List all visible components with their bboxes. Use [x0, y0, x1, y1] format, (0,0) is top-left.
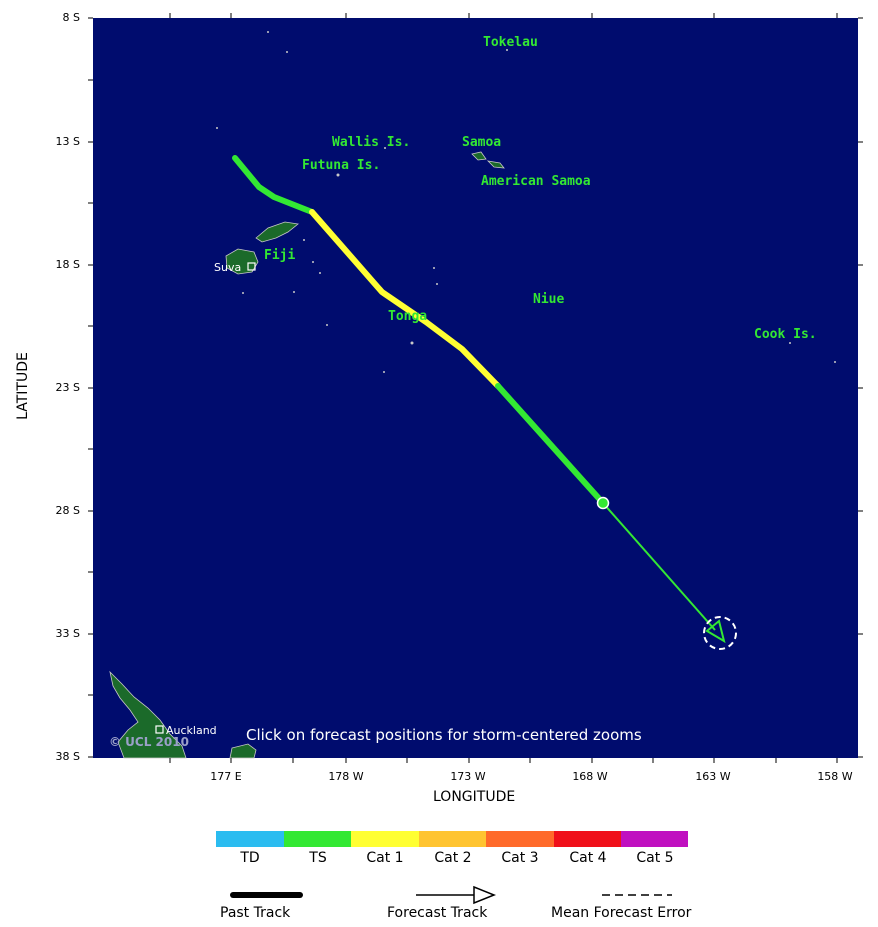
click-hint: Click on forecast positions for storm-ce… [246, 726, 642, 744]
legend-label-td: TD [240, 850, 260, 866]
island-dot [303, 239, 305, 241]
label-niue: Niue [533, 292, 564, 307]
mean-error-key-label: Mean Forecast Error [551, 905, 692, 921]
place-labels: Tokelau Wallis Is. Futuna Is. Samoa Amer… [264, 35, 817, 342]
label-wallis: Wallis Is. [332, 135, 410, 150]
category-color-bar [216, 831, 688, 847]
legend-swatch-td [216, 831, 284, 847]
label-cook: Cook Is. [754, 327, 817, 342]
island-dot [312, 261, 314, 263]
island-dot [336, 173, 340, 177]
island-dot [410, 341, 414, 345]
forecast-track-line[interactable] [602, 502, 716, 631]
legend-label-cat3: Cat 3 [501, 850, 539, 866]
x-axis-title: LONGITUDE [433, 789, 516, 805]
legend-label-cat1: Cat 1 [366, 850, 404, 866]
island-dot [436, 283, 438, 285]
island-dot [789, 342, 791, 344]
small-islands [216, 31, 836, 373]
forecast-arrowhead[interactable] [705, 619, 726, 644]
ocean-background [93, 18, 858, 758]
legend-label-ts: TS [309, 850, 327, 866]
legend-label-cat4: Cat 4 [569, 850, 607, 866]
x-tick-label: 177 E [210, 770, 242, 783]
label-american-samoa: American Samoa [481, 174, 591, 189]
y-tick-label: 8 S [62, 11, 80, 24]
legend-swatch-cat3 [486, 831, 554, 847]
copyright-text: © UCL 2010 [109, 735, 189, 749]
fiji-vanua-levu [255, 221, 299, 243]
past-track-key-label: Past Track [220, 905, 291, 921]
island-dot [834, 361, 836, 363]
y-tick-label: 33 S [55, 627, 80, 640]
forecast-error-circle[interactable] [703, 616, 737, 650]
island-dot [383, 371, 385, 373]
current-position-marker[interactable] [596, 496, 610, 510]
legend-label-cat5: Cat 5 [636, 850, 674, 866]
island-dot [433, 267, 435, 269]
forecast-track[interactable] [596, 496, 737, 650]
samoa-island-2 [486, 160, 505, 169]
island-dot [216, 127, 218, 129]
legend-swatch-cat2 [419, 831, 486, 847]
new-zealand-east [229, 743, 257, 759]
island-dot [242, 292, 244, 294]
legend-label-cat2: Cat 2 [434, 850, 472, 866]
samoa-island [471, 151, 487, 161]
suva-marker [247, 262, 256, 271]
past-track-segment-ts-2[interactable] [495, 383, 606, 506]
x-tick-label: 163 W [695, 770, 731, 783]
x-tick-label: 178 W [328, 770, 364, 783]
land-masses [109, 151, 505, 759]
forecast-track-key-label: Forecast Track [387, 905, 488, 921]
y-tick-label: 18 S [55, 258, 80, 271]
x-tick-label: 168 W [572, 770, 608, 783]
label-samoa: Samoa [462, 135, 501, 150]
y-tick-label: 23 S [55, 381, 80, 394]
legend-swatch-cat5 [621, 831, 688, 847]
label-suva: Suva [214, 261, 241, 274]
y-tick-label: 28 S [55, 504, 80, 517]
y-tick-label: 13 S [55, 135, 80, 148]
new-zealand-north [109, 670, 187, 759]
island-dot [267, 31, 269, 33]
label-auckland: Auckland [166, 724, 217, 737]
label-tonga: Tonga [388, 309, 427, 324]
x-tick-label: 173 W [450, 770, 486, 783]
past-track-segment-ts[interactable] [232, 155, 315, 215]
label-tokelau: Tokelau [483, 35, 538, 50]
past-track-segment-cat1[interactable] [309, 209, 501, 389]
city-labels: Suva Auckland [166, 261, 241, 737]
forecast-track-key-arrow [473, 885, 497, 905]
island-dot [293, 291, 295, 293]
legend-swatch-ts [284, 831, 351, 847]
legend-swatch-cat4 [554, 831, 621, 847]
past-track[interactable] [232, 155, 606, 506]
auckland-marker [155, 725, 164, 734]
axis-ticks [88, 13, 863, 763]
island-dot [506, 49, 508, 51]
y-tick-label: 38 S [55, 750, 80, 763]
island-dot [286, 51, 288, 53]
legend-swatch-cat1 [351, 831, 419, 847]
y-axis-title: LATITUDE [14, 352, 31, 420]
island-dot [319, 272, 321, 274]
island-dot [384, 147, 386, 149]
x-tick-label: 158 W [817, 770, 853, 783]
label-fiji: Fiji [264, 248, 295, 263]
island-dot [326, 324, 328, 326]
label-futuna: Futuna Is. [302, 158, 380, 173]
